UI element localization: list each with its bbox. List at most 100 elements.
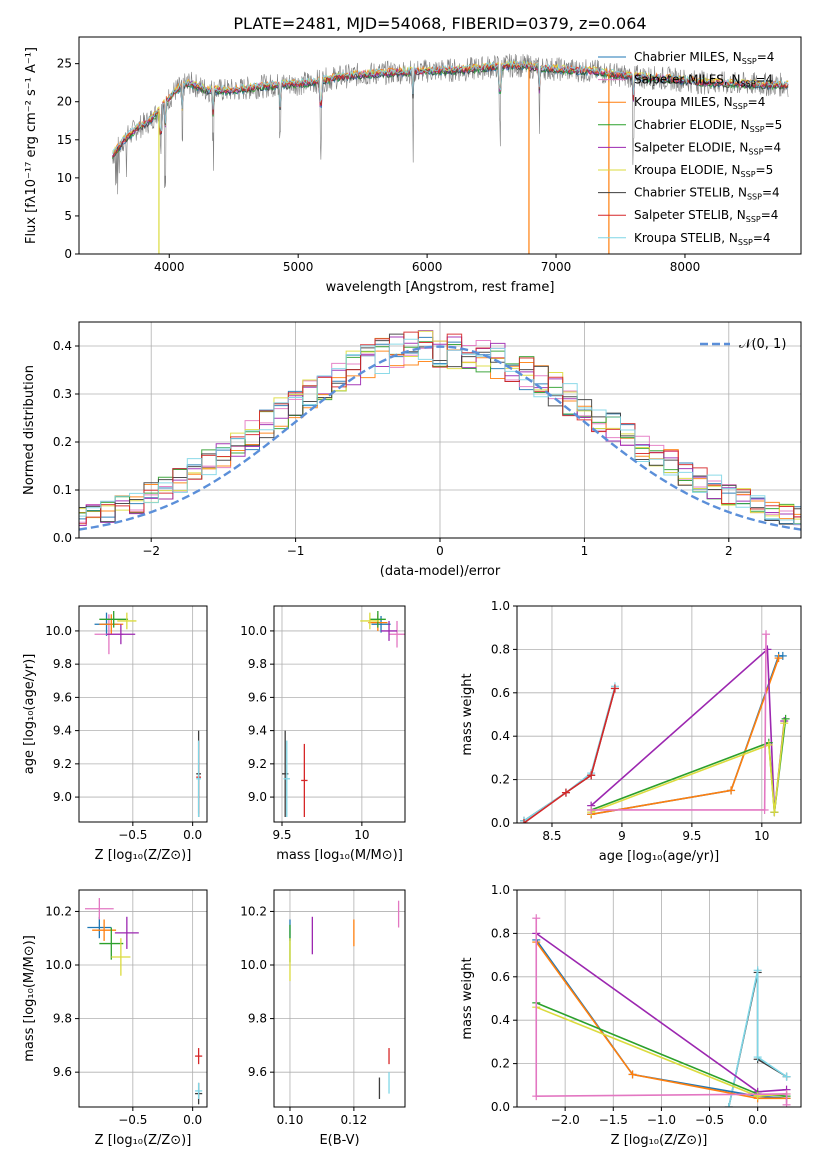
panel-weight_vs_age: 8.5 9 9.5 10 0.0 0.2 0.4 0.6 0.8 1.0 age [log₁₀(ag… — [460, 599, 802, 864]
legend-label: Salpeter ELODIE, NSSP=4 — [634, 140, 781, 156]
legend-tail: =4 — [761, 208, 779, 222]
y-tick-label: 10.2 — [240, 904, 267, 918]
y-tick-label: 9.6 — [53, 690, 72, 704]
figure-title: PLATE=2481, MJD=54068, FIBERID=0379, z=0… — [233, 14, 646, 33]
x-tick-label: 10 — [354, 828, 369, 842]
weight-line-chabrier_stelib — [523, 688, 616, 822]
legend-label: Chabrier STELIB, NSSP=4 — [634, 186, 780, 202]
spectrum-legend: Chabrier MILES, NSSP=4 Salpeter MILES, NS… — [598, 50, 782, 247]
x-tick-label: 7000 — [541, 260, 572, 274]
panel-residuals: −2 −1 0 1 2 0.0 0.1 0.2 0.3 0.4 (data-model)/error… — [22, 321, 802, 579]
y-tick-label: 15 — [57, 133, 72, 147]
weight-line-kroupa_miles — [535, 941, 787, 1100]
legend-tail: =4 — [762, 186, 780, 200]
axes-frame — [273, 605, 406, 823]
weight-line-chabrier_miles — [591, 655, 783, 816]
histogram-salpeter_stelib — [79, 331, 801, 525]
panel-spectrum: 4000 5000 6000 7000 8000 0 5 10 15 20 25 wavelength… — [24, 36, 802, 295]
legend-tail: =5 — [756, 163, 774, 177]
legend-subscript: SSP — [748, 147, 763, 156]
x-tick-label: 0.0 — [748, 1113, 767, 1127]
legend-tail: =5 — [765, 118, 783, 132]
histogram-kroupa_stelib — [79, 338, 801, 525]
y-tick-label: 0.0 — [491, 1100, 510, 1114]
histogram-salpeter_miles — [79, 338, 801, 523]
y-tick-label: 9.6 — [248, 1065, 267, 1079]
legend-subscript: SSP — [750, 125, 765, 134]
weight-line-kroupa_stelib — [728, 970, 788, 1107]
x-tick-label: 0.0 — [183, 828, 202, 842]
y-tick-label: 0.1 — [53, 483, 72, 497]
x-tick-label: −0.5 — [695, 1113, 724, 1127]
legend-subscript: SSP — [742, 57, 757, 66]
legend-subscript: SSP — [741, 80, 756, 89]
y-tick-label: 10.0 — [45, 958, 72, 972]
legend-label: Kroupa MILES, NSSP=4 — [634, 95, 765, 111]
y-tick-label: 0.4 — [53, 339, 72, 353]
y-axis-label: mass [log₁₀(M/M⊙)] — [22, 935, 37, 1062]
histogram-kroupa_miles — [79, 349, 801, 520]
y-tick-label: 25 — [57, 57, 72, 71]
panel-weight_vs_Z: −2.0 −1.5 −1.0 −0.5 0.0 0.0 0.2 0.4 0.6 0.8 1.0 Z [… — [460, 883, 802, 1148]
legend-tail: =4 — [748, 95, 766, 109]
x-tick-label: −0.5 — [118, 828, 147, 842]
x-tick-label: −2.0 — [551, 1113, 580, 1127]
legend-subscript: SSP — [733, 102, 748, 111]
legend-label: Chabrier ELODIE, NSSP=5 — [634, 118, 782, 134]
x-axis-label: Z [log₁₀(Z/Z⊙)] — [611, 1133, 708, 1148]
x-tick-label: −0.5 — [118, 1113, 147, 1127]
x-tick-label: 10 — [754, 829, 769, 843]
y-tick-label: 9.6 — [53, 1065, 72, 1079]
legend-label: Salpeter MILES, NSSP=4 — [634, 73, 773, 89]
x-axis-label: (data-model)/error — [380, 564, 501, 579]
axes-frame — [516, 605, 802, 824]
y-axis-label: Flux [fλ10⁻¹⁷ erg cm⁻² s⁻¹ A⁻¹] — [24, 47, 39, 244]
y-tick-label: 10.0 — [240, 958, 267, 972]
spectrum-model-chabrier_stelib — [112, 63, 789, 158]
legend-subscript: SSP — [741, 170, 756, 179]
y-tick-label: 0.2 — [491, 773, 510, 787]
panel-age_vs_mass: 9.5 10 9.0 9.2 9.4 9.6 9.8 10.0 mass [log₁₀(M/M⊙… — [240, 605, 406, 863]
y-tick-label: 9.2 — [53, 757, 72, 771]
y-tick-label: 9.4 — [248, 724, 267, 738]
x-tick-label: 8000 — [670, 260, 701, 274]
y-tick-label: 10.0 — [240, 624, 267, 638]
plot-area-residuals — [79, 330, 801, 531]
y-tick-label: 5 — [64, 209, 72, 223]
y-tick-label: 0.8 — [491, 926, 510, 940]
y-tick-label: 0.4 — [491, 729, 510, 743]
legend-label: Chabrier MILES, NSSP=4 — [634, 50, 774, 66]
y-tick-label: 10 — [57, 171, 72, 185]
x-tick-label: 9.5 — [272, 828, 291, 842]
x-axis-label: age [log₁₀(age/yr)] — [599, 849, 720, 864]
x-axis-label: E(B-V) — [319, 1133, 359, 1148]
y-tick-label: 9.4 — [53, 724, 72, 738]
weight-line-kroupa_elodie — [590, 723, 786, 813]
axes-frame — [78, 605, 208, 823]
spectrum-data-line — [112, 53, 789, 195]
plot-area-age_vs_mass — [281, 610, 405, 818]
plot-area-mass_vs_Z — [84, 898, 203, 1105]
y-axis-label: mass weight — [460, 673, 475, 755]
x-axis-label: mass [log₁₀(M/M⊙)] — [276, 848, 403, 863]
plot-area-age_vs_Z — [94, 610, 202, 818]
y-tick-label: 9.2 — [248, 757, 267, 771]
x-tick-label: 1 — [581, 544, 589, 558]
x-tick-label: −1.0 — [647, 1113, 676, 1127]
plot-area-weight_vs_Z — [532, 914, 791, 1107]
y-tick-label: 0.6 — [491, 686, 510, 700]
legend-label: 𝒩(0, 1) — [739, 337, 786, 352]
x-tick-label: 0.12 — [341, 1113, 368, 1127]
x-tick-label: 0.0 — [183, 1113, 202, 1127]
legend-label: Kroupa ELODIE, NSSP=5 — [634, 163, 773, 179]
x-tick-label: −1 — [287, 544, 305, 558]
plots-group: 4000 5000 6000 7000 80000510152025wavelength… — [22, 36, 802, 1148]
histogram-chabrier_elodie — [79, 341, 801, 525]
y-tick-label: 9.8 — [53, 1012, 72, 1026]
y-axis-label: mass weight — [460, 957, 475, 1039]
x-tick-label: 6000 — [412, 260, 443, 274]
legend-tail: =4 — [756, 73, 774, 87]
y-axis-label: age [log₁₀(age/yr)] — [22, 654, 37, 775]
histogram-chabrier_stelib — [79, 333, 801, 525]
axes-frame — [516, 889, 802, 1108]
